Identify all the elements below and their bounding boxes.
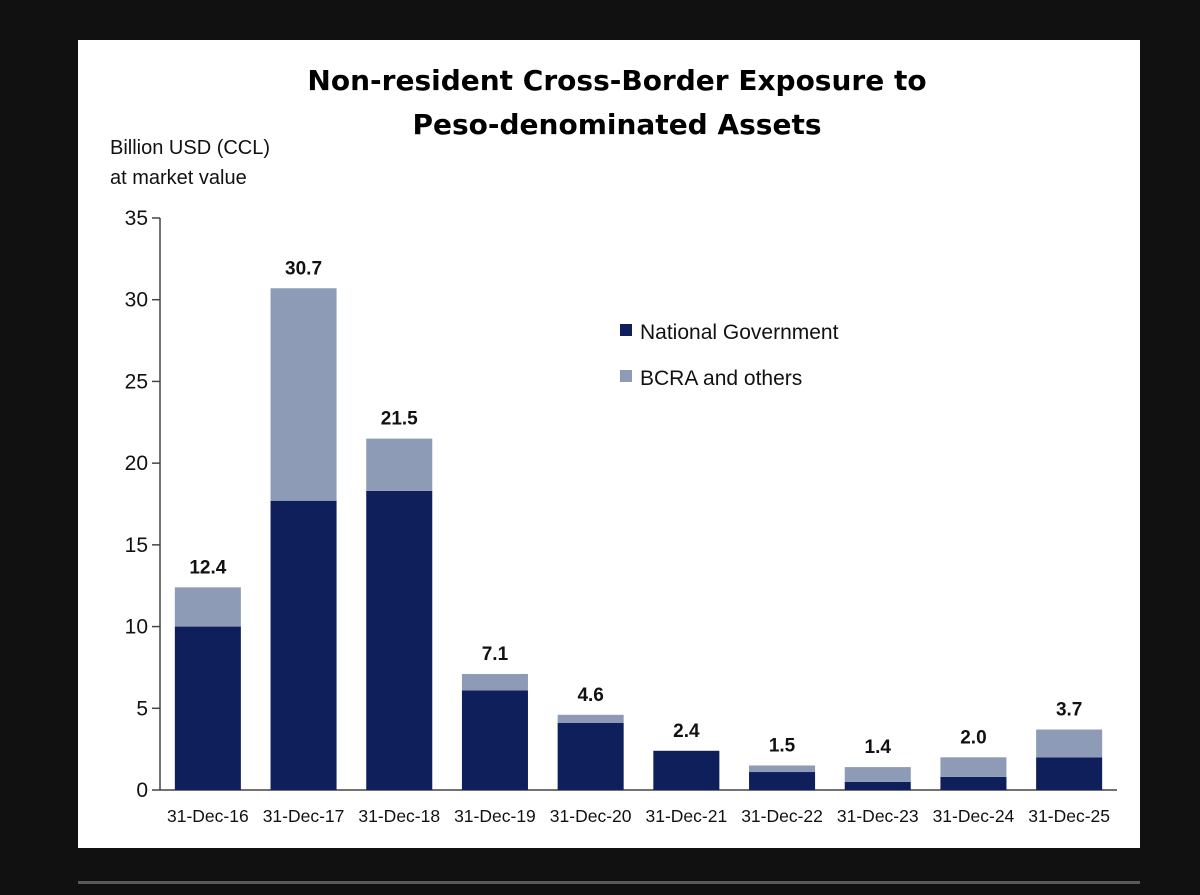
bar-total-label: 21.5 [381, 409, 418, 430]
bar-segment-bcra-and-others [844, 767, 911, 782]
y-tick-label: 30 [125, 289, 148, 312]
bar-segment-bcra-and-others [749, 765, 816, 773]
x-tick-label: 31-Dec-17 [263, 806, 345, 826]
y-tick-label: 10 [125, 616, 148, 639]
y-tick-label: 5 [136, 697, 148, 720]
bar-segment-national-government [366, 490, 433, 790]
x-tick-label: 31-Dec-21 [645, 806, 727, 826]
y-axis-unit-line-1: Billion USD (CCL) [110, 137, 270, 159]
bar-segment-bcra-and-others [940, 757, 1007, 777]
chart-panel [78, 40, 1140, 848]
bar-total-label: 1.4 [865, 737, 892, 758]
x-tick-label: 31-Dec-24 [933, 806, 1015, 826]
x-tick-label: 31-Dec-20 [550, 806, 632, 826]
y-tick-label: 15 [125, 534, 148, 557]
y-axis: 0 5 10 15 20 25 30 35 [125, 207, 161, 802]
bar-segment-bcra-and-others [174, 587, 241, 627]
bar-total-label: 7.1 [482, 644, 509, 665]
x-tick-label: 31-Dec-25 [1028, 806, 1110, 826]
y-tick-label: 35 [125, 207, 148, 230]
y-axis-unit-line-2: at market value [110, 167, 247, 189]
bar-segment-bcra-and-others [557, 714, 624, 723]
x-tick-label: 31-Dec-22 [741, 806, 823, 826]
bar-segment-national-government [653, 750, 720, 790]
bar-segment-national-government [940, 776, 1007, 790]
bar-segment-bcra-and-others [1036, 729, 1103, 758]
y-tick-label: 0 [136, 779, 148, 802]
bar-segment-bcra-and-others [366, 438, 433, 491]
bars [174, 288, 1103, 790]
bar-segment-bcra-and-others [461, 673, 528, 691]
bar-segment-national-government [749, 772, 816, 790]
legend-swatch [620, 324, 632, 336]
bar-segment-national-government [557, 722, 624, 790]
bar-total-label: 1.5 [769, 735, 796, 756]
legend-label: National Government [640, 321, 839, 344]
x-tick-label: 31-Dec-16 [167, 806, 249, 826]
bar-segment-national-government [1036, 757, 1103, 790]
bar-total-label: 30.7 [285, 258, 322, 279]
x-axis: 31-Dec-16 31-Dec-17 31-Dec-18 31-Dec-19 31-D… [160, 789, 1117, 826]
y-tick-label: 20 [125, 452, 148, 475]
bar-segment-national-government [461, 690, 528, 790]
bar-total-label: 4.6 [577, 685, 603, 706]
legend: National Government BCRA and others [620, 321, 839, 390]
bar-total-label: 3.7 [1056, 700, 1082, 721]
legend-swatch [620, 370, 632, 382]
chart-title-line-1: Non-resident Cross-Border Exposure to [307, 64, 926, 97]
legend-label: BCRA and others [640, 367, 802, 390]
bar-segment-national-government [844, 781, 911, 790]
total-labels: 12.4 30.7 21.5 7.1 4.6 2.4 1.5 1.4 2.0 3.7 [189, 258, 1082, 758]
bar-segment-national-government [270, 500, 337, 790]
bar-segment-bcra-and-others [270, 288, 337, 501]
bottom-divider [78, 881, 1140, 884]
bar-segment-national-government [174, 626, 241, 790]
x-tick-label: 31-Dec-19 [454, 806, 536, 826]
bar-total-label: 2.4 [673, 721, 700, 742]
bar-total-label: 2.0 [960, 727, 986, 748]
y-tick-label: 25 [125, 370, 148, 393]
x-tick-label: 31-Dec-23 [837, 806, 919, 826]
x-tick-label: 31-Dec-18 [358, 806, 440, 826]
chart-title-line-2: Peso-denominated Assets [412, 108, 821, 141]
bar-total-label: 12.4 [189, 557, 226, 578]
